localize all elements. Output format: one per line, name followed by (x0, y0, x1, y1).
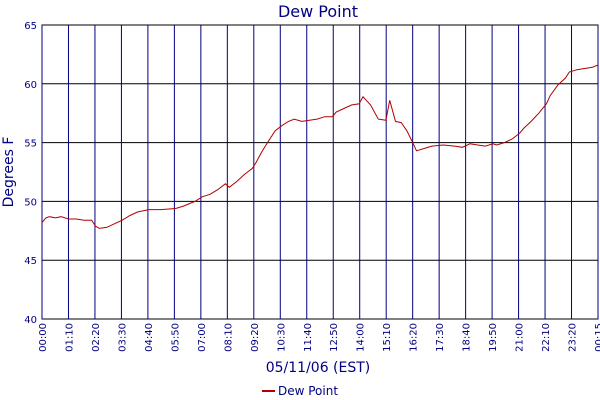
x-axis-label: 05/11/06 (EST) (266, 360, 371, 376)
y-tick-label: 60 (24, 80, 37, 91)
x-tick-label: 18:40 (462, 323, 473, 352)
grid-lines (41, 24, 599, 320)
x-tick-label: 19:50 (488, 323, 499, 352)
x-tick-label: 23:20 (568, 323, 579, 352)
y-axis-ticks: 40 45 50 55 60 65 (24, 21, 37, 326)
x-tick-label: 11:40 (303, 323, 314, 352)
y-axis-label: Degrees F (1, 137, 17, 208)
y-tick-label: 45 (24, 256, 37, 267)
x-tick-label: 03:30 (117, 323, 128, 352)
x-tick-label: 08:10 (223, 323, 234, 352)
x-tick-label: 02:20 (91, 323, 102, 352)
x-tick-label: 21:00 (515, 323, 526, 352)
y-tick-label: 55 (24, 139, 37, 150)
x-tick-label: 14:00 (356, 323, 367, 352)
chart-title: Dew Point (278, 2, 358, 21)
x-tick-label: 00:00 (38, 323, 49, 352)
x-tick-label: 10:30 (276, 323, 287, 352)
x-tick-label: 22:10 (541, 323, 552, 352)
x-tick-label: 09:20 (250, 323, 261, 352)
x-tick-label: 12:50 (329, 323, 340, 352)
legend-label: Dew Point (278, 384, 338, 398)
series-line-dew-point (41, 64, 599, 229)
x-tick-label: 00:15 (594, 323, 600, 352)
plot-area (41, 24, 599, 320)
x-tick-label: 17:30 (435, 323, 446, 352)
x-tick-label: 16:20 (409, 323, 420, 352)
y-tick-label: 40 (24, 315, 37, 326)
x-tick-label: 07:00 (197, 323, 208, 352)
x-axis-ticks: 00:00 01:10 02:20 03:30 04:40 05:50 07:00 08:10… (38, 323, 600, 352)
x-tick-label: 05:50 (170, 323, 181, 352)
y-tick-label: 50 (24, 197, 37, 208)
x-tick-label: 01:10 (64, 323, 75, 352)
legend: Dew Point (262, 384, 338, 398)
y-tick-label: 65 (24, 21, 37, 32)
x-tick-label: 15:10 (382, 323, 393, 352)
x-tick-label: 04:40 (144, 323, 155, 352)
